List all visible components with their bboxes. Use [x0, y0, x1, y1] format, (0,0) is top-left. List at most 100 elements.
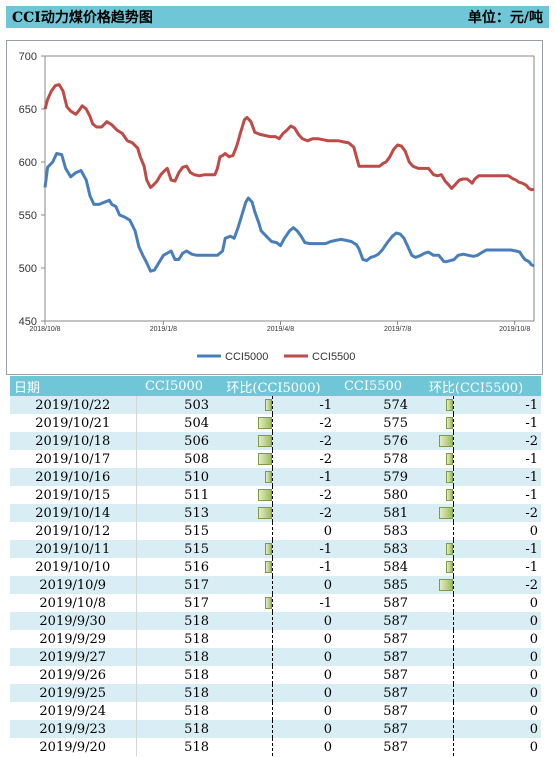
row-cci5000: 516	[136, 558, 212, 576]
y-tick-label: 700	[19, 51, 37, 63]
table-row: 2019/9/24 518 0 587 0	[10, 702, 542, 720]
row-change-cci5000: 0	[271, 684, 336, 702]
row-cci5500: 587	[335, 630, 412, 648]
row-change-cci5000: 0	[271, 738, 336, 756]
plot-area	[44, 55, 535, 322]
row-change-cci5000: -1	[271, 468, 336, 486]
row-change-cci5500: 0	[452, 684, 542, 702]
change-bar	[445, 453, 453, 465]
row-cci5000: 511	[136, 486, 212, 504]
header-cci5500: CCI5500	[335, 376, 412, 396]
row-cci5500: 576	[335, 432, 412, 450]
row-change-cci5500: -2	[452, 504, 542, 522]
row-cci5500: 585	[335, 576, 412, 594]
table-row: 2019/10/16 510 -1 579 -1	[10, 468, 542, 486]
row-change-bar-cci5500	[411, 612, 454, 630]
change-bar	[257, 453, 272, 465]
header-date: 日期	[10, 376, 136, 396]
change-bar	[445, 561, 453, 573]
x-tick-label: 2019/10/8	[499, 326, 530, 333]
row-change-bar-cci5000	[212, 522, 272, 540]
change-bar	[264, 399, 272, 411]
row-change-cci5500: -1	[452, 396, 542, 414]
row-change-bar-cci5000	[212, 486, 272, 504]
table-row: 2019/9/20 518 0 587 0	[10, 738, 542, 756]
change-bar	[257, 507, 272, 519]
table-row: 2019/10/18 506 -2 576 -2	[10, 432, 542, 450]
row-change-bar-cci5000	[212, 468, 272, 486]
row-change-cci5000: 0	[271, 702, 336, 720]
row-date: 2019/10/18	[10, 432, 137, 450]
row-change-cci5500: 0	[452, 702, 542, 720]
row-date: 2019/10/9	[10, 576, 137, 594]
row-change-bar-cci5500	[411, 630, 454, 648]
change-bar	[264, 543, 272, 555]
change-bar	[438, 579, 453, 591]
y-tick-label: 500	[19, 263, 37, 275]
row-change-bar-cci5500	[411, 468, 454, 486]
table-row: 2019/10/14 513 -2 581 -2	[10, 504, 542, 522]
row-change-bar-cci5500	[411, 432, 454, 450]
row-change-cci5500: 0	[452, 666, 542, 684]
row-cci5000: 518	[136, 630, 212, 648]
row-cci5500: 587	[335, 594, 412, 612]
row-change-cci5000: -1	[271, 558, 336, 576]
chart-header: CCI动力煤价格趋势图 单位：元/吨	[6, 6, 549, 28]
row-change-bar-cci5000	[212, 396, 272, 414]
row-change-cci5000: -2	[271, 432, 336, 450]
row-cci5500: 574	[335, 396, 412, 414]
row-change-cci5000: -2	[271, 486, 336, 504]
legend-label: CCI5500	[312, 351, 355, 363]
row-date: 2019/10/17	[10, 450, 137, 468]
row-cci5000: 517	[136, 576, 212, 594]
row-change-bar-cci5500	[411, 504, 454, 522]
row-change-cci5000: 0	[271, 612, 336, 630]
row-date: 2019/9/29	[10, 630, 137, 648]
row-cci5500: 587	[335, 666, 412, 684]
row-change-bar-cci5500	[411, 684, 454, 702]
row-change-cci5000: -1	[271, 540, 336, 558]
row-change-bar-cci5000	[212, 576, 272, 594]
row-cci5500: 579	[335, 468, 412, 486]
change-bar	[445, 417, 453, 429]
row-change-bar-cci5500	[411, 414, 454, 432]
row-change-bar-cci5500	[411, 720, 454, 738]
row-cci5000: 518	[136, 738, 212, 756]
row-change-cci5500: -1	[452, 558, 542, 576]
line-chart: 450 500 550 600 650 700 2018/10/8 2019/1/8 2019/…	[19, 51, 535, 363]
row-change-bar-cci5000	[212, 540, 272, 558]
row-date: 2019/9/24	[10, 702, 137, 720]
table-row: 2019/10/11 515 -1 583 -1	[10, 540, 542, 558]
row-cci5500: 583	[335, 522, 412, 540]
row-date: 2019/10/16	[10, 468, 137, 486]
row-change-cci5000: -2	[271, 504, 336, 522]
row-date: 2019/10/8	[10, 594, 137, 612]
row-change-cci5500: -1	[452, 414, 542, 432]
table-row: 2019/9/26 518 0 587 0	[10, 666, 542, 684]
row-date: 2019/9/25	[10, 684, 137, 702]
row-change-cci5500: 0	[452, 522, 542, 540]
change-bar	[438, 435, 453, 447]
row-cci5500: 587	[335, 720, 412, 738]
row-change-cci5000: -1	[271, 396, 336, 414]
row-change-bar-cci5500	[411, 738, 454, 756]
row-cci5500: 581	[335, 504, 412, 522]
row-change-cci5000: -2	[271, 414, 336, 432]
table-row: 2019/10/17 508 -2 578 -1	[10, 450, 542, 468]
change-bar	[438, 507, 453, 519]
row-cci5500: 587	[335, 648, 412, 666]
row-change-bar-cci5000	[212, 432, 272, 450]
table-row: 2019/9/30 518 0 587 0	[10, 612, 542, 630]
x-tick-label: 2019/1/8	[150, 326, 177, 333]
series-line-cci5000	[43, 152, 535, 273]
row-change-bar-cci5500	[411, 396, 454, 414]
row-change-bar-cci5000	[212, 630, 272, 648]
row-cci5500: 587	[335, 612, 412, 630]
row-change-bar-cci5500	[411, 666, 454, 684]
table-row: 2019/10/9 517 0 585 -2	[10, 576, 542, 594]
row-change-bar-cci5000	[212, 612, 272, 630]
row-cci5500: 587	[335, 684, 412, 702]
row-change-cci5500: -1	[452, 486, 542, 504]
row-change-cci5000: -1	[271, 594, 336, 612]
row-change-bar-cci5000	[212, 450, 272, 468]
